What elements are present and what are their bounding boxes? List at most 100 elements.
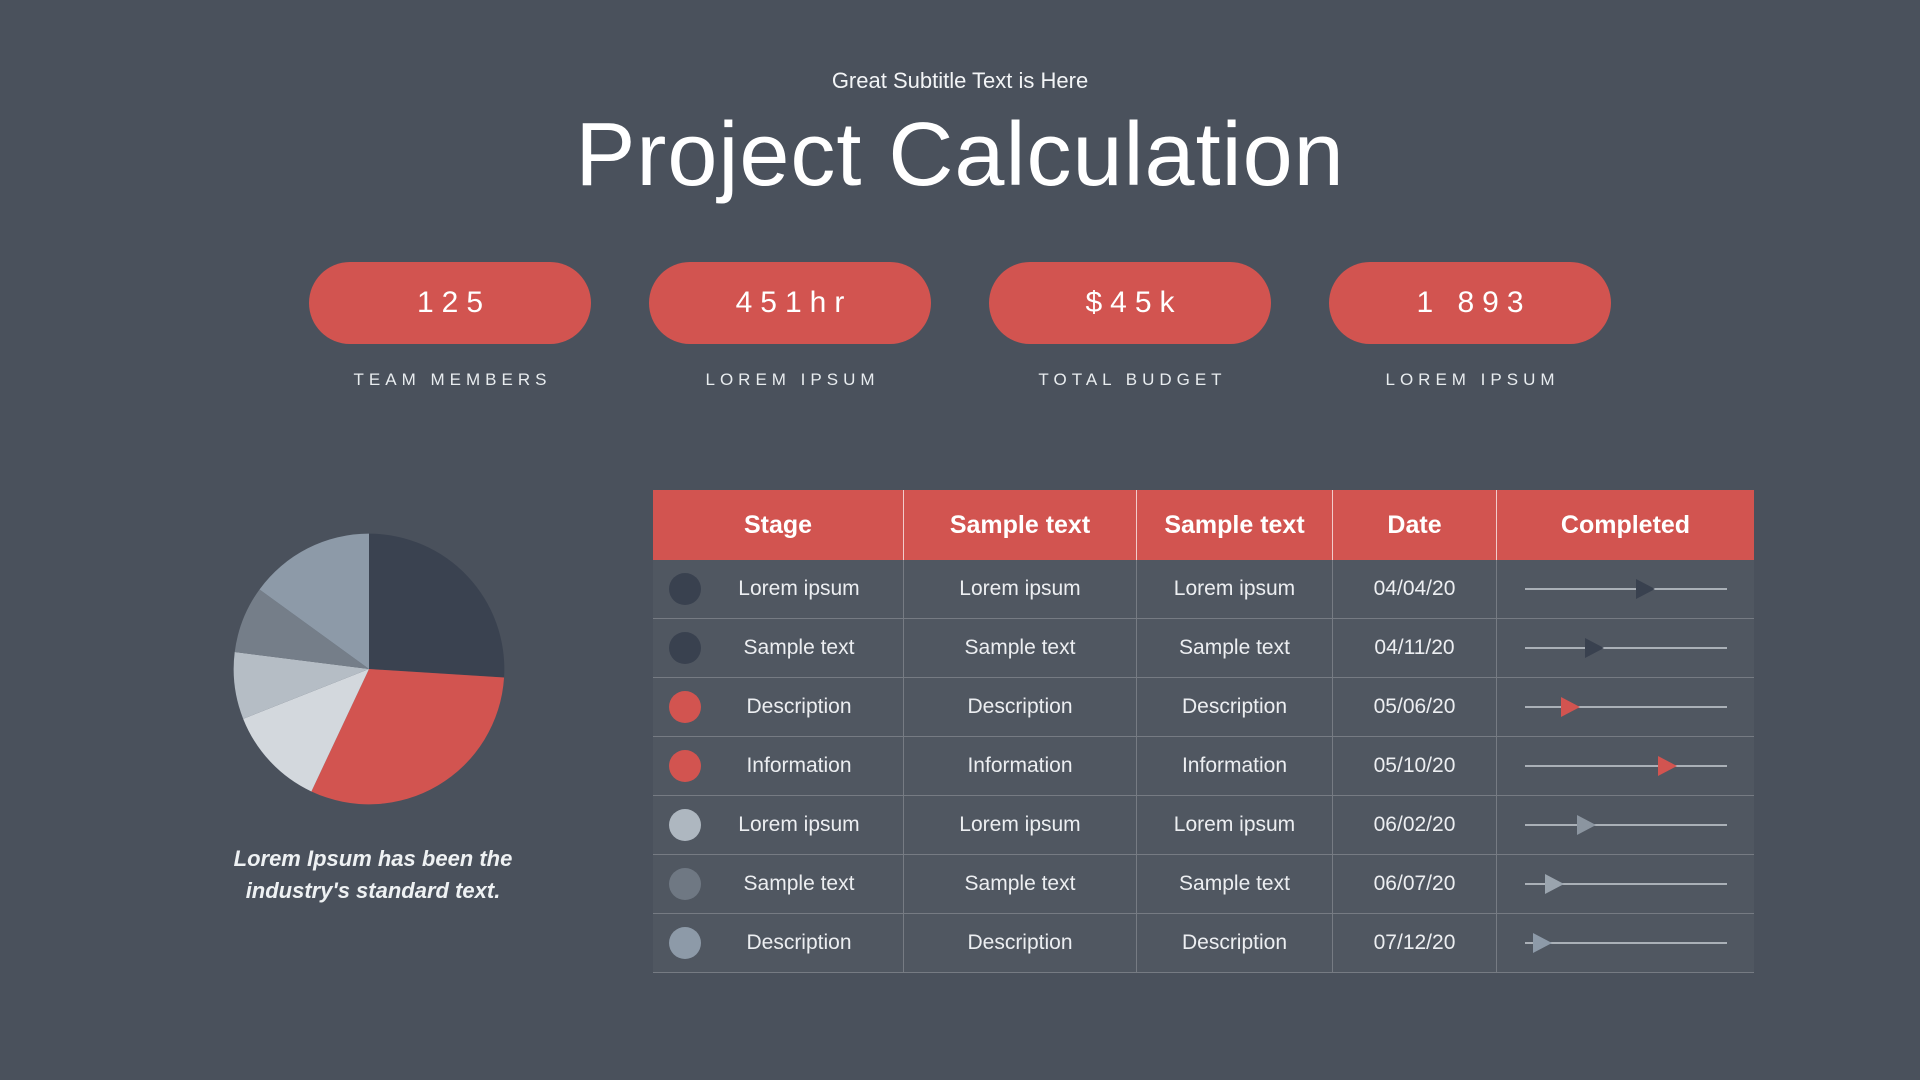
progress-indicator bbox=[1524, 696, 1727, 718]
progress-track-line bbox=[1524, 942, 1727, 944]
cell-sample-1: Sample text bbox=[903, 855, 1136, 913]
stat-pill: 1 893 bbox=[1329, 262, 1611, 344]
stat-item: 1 893 LOREM IPSUM bbox=[1329, 262, 1611, 390]
cell-sample-1: Sample text bbox=[903, 619, 1136, 677]
pie-slice-red-segment bbox=[311, 669, 505, 805]
cell-sample-1: Description bbox=[903, 678, 1136, 736]
stat-label: TOTAL BUDGET bbox=[1038, 370, 1227, 389]
progress-track-line bbox=[1524, 824, 1727, 826]
cell-sample-1: Lorem ipsum bbox=[903, 560, 1136, 618]
cell-completed bbox=[1496, 914, 1754, 972]
progress-arrow-icon bbox=[1544, 874, 1564, 894]
progress-indicator bbox=[1524, 755, 1727, 777]
cell-date: 05/06/20 bbox=[1332, 678, 1496, 736]
slide-subtitle: Great Subtitle Text is Here bbox=[831, 68, 1089, 93]
pie-slice-light-gray-segment bbox=[233, 652, 369, 719]
cell-date: 04/04/20 bbox=[1332, 560, 1496, 618]
table-body: Lorem ipsum Lorem ipsum Lorem ipsum 04/04/2… bbox=[653, 560, 1754, 973]
cell-sample-2: Description bbox=[1136, 678, 1332, 736]
cell-stage: Description bbox=[653, 678, 903, 736]
stat-item: 125 TEAM MEMBERS bbox=[309, 262, 591, 390]
stats-row: 125 TEAM MEMBERS 451hr LOREM IPSUM $45k … bbox=[0, 262, 1920, 390]
table-row: Sample text Sample text Sample text 06/07/2… bbox=[653, 855, 1754, 914]
stat-item: 451hr LOREM IPSUM bbox=[649, 262, 931, 390]
progress-arrow-icon bbox=[1657, 756, 1677, 776]
column-header-date: Date bbox=[1332, 490, 1496, 560]
column-header-sample-1: Sample text bbox=[903, 490, 1136, 560]
cell-sample-2: Sample text bbox=[1136, 855, 1332, 913]
stat-pill: 451hr bbox=[649, 262, 931, 344]
stat-label: TEAM MEMBERS bbox=[353, 370, 552, 389]
column-header-sample-2: Sample text bbox=[1136, 490, 1332, 560]
progress-arrow-icon bbox=[1532, 933, 1552, 953]
stat-pill: 125 bbox=[309, 262, 591, 344]
cell-completed bbox=[1496, 796, 1754, 854]
stat-value: 1 893 bbox=[1416, 286, 1532, 319]
stat-item: $45k TOTAL BUDGET bbox=[989, 262, 1271, 390]
pie-caption: Lorem Ipsum has been the industry's stan… bbox=[233, 846, 513, 903]
stage-dot-icon bbox=[669, 750, 701, 782]
project-table: Stage Sample text Sample text Date Compl… bbox=[653, 490, 1754, 973]
column-header-completed: Completed bbox=[1496, 490, 1754, 560]
cell-sample-1: Lorem ipsum bbox=[903, 796, 1136, 854]
stage-label: Description bbox=[746, 931, 852, 954]
pie-chart-container bbox=[224, 524, 514, 814]
stat-label: LOREM IPSUM bbox=[1385, 370, 1560, 389]
cell-completed bbox=[1496, 619, 1754, 677]
progress-track-line bbox=[1524, 706, 1727, 708]
stage-dot-icon bbox=[669, 809, 701, 841]
cell-completed bbox=[1496, 560, 1754, 618]
cell-completed bbox=[1496, 678, 1754, 736]
table-row: Description Description Description 07/12/2… bbox=[653, 914, 1754, 973]
progress-arrow-icon bbox=[1577, 815, 1597, 835]
cell-completed bbox=[1496, 855, 1754, 913]
stat-label: LOREM IPSUM bbox=[705, 370, 880, 389]
progress-arrow-icon bbox=[1635, 579, 1655, 599]
cell-stage: Sample text bbox=[653, 855, 903, 913]
stat-pill: $45k bbox=[989, 262, 1271, 344]
progress-track-line bbox=[1524, 647, 1727, 649]
cell-date: 06/07/20 bbox=[1332, 855, 1496, 913]
progress-arrow-icon bbox=[1560, 697, 1580, 717]
stage-label: Lorem ipsum bbox=[738, 577, 860, 600]
table-row: Information Information Information 05/10/2… bbox=[653, 737, 1754, 796]
stage-label: Sample text bbox=[743, 636, 855, 659]
stage-label: Description bbox=[746, 695, 852, 718]
table-header: Stage Sample text Sample text Date Compl… bbox=[653, 490, 1754, 560]
progress-track-line bbox=[1524, 588, 1727, 590]
column-header-stage: Stage bbox=[743, 510, 813, 539]
table-row: Lorem ipsum Lorem ipsum Lorem ipsum 04/04/2… bbox=[653, 560, 1754, 619]
stat-value: 451hr bbox=[735, 286, 853, 319]
stage-dot-icon bbox=[669, 868, 701, 900]
table-row: Description Description Description 05/06/2… bbox=[653, 678, 1754, 737]
table-row: Sample text Sample text Sample text 04/11/2… bbox=[653, 619, 1754, 678]
progress-indicator bbox=[1524, 873, 1727, 895]
stage-dot-icon bbox=[669, 927, 701, 959]
cell-stage: Lorem ipsum bbox=[653, 796, 903, 854]
cell-date: 04/11/20 bbox=[1332, 619, 1496, 677]
pie-slice-navy-segment bbox=[369, 533, 505, 678]
slide-title: Project Calculation bbox=[575, 105, 1345, 205]
table-row: Lorem ipsum Lorem ipsum Lorem ipsum 06/02/2… bbox=[653, 796, 1754, 855]
stage-label: Sample text bbox=[743, 872, 855, 895]
cell-stage: Lorem ipsum bbox=[653, 560, 903, 618]
pie-slice-dark-gray-segment bbox=[234, 589, 369, 669]
cell-sample-2: Sample text bbox=[1136, 619, 1332, 677]
pie-slice-pale-gray-segment bbox=[243, 669, 369, 792]
stat-value: 125 bbox=[416, 286, 492, 319]
cell-stage: Sample text bbox=[653, 619, 903, 677]
cell-stage: Information bbox=[653, 737, 903, 795]
stage-label: Lorem ipsum bbox=[738, 813, 860, 836]
cell-completed bbox=[1496, 737, 1754, 795]
cell-date: 05/10/20 bbox=[1332, 737, 1496, 795]
cell-date: 06/02/20 bbox=[1332, 796, 1496, 854]
stage-dot-icon bbox=[669, 573, 701, 605]
cell-stage: Description bbox=[653, 914, 903, 972]
stage-label: Information bbox=[746, 754, 852, 777]
progress-arrow-icon bbox=[1585, 638, 1605, 658]
cell-sample-2: Lorem ipsum bbox=[1136, 796, 1332, 854]
stage-dot-icon bbox=[669, 632, 701, 664]
cell-sample-2: Lorem ipsum bbox=[1136, 560, 1332, 618]
progress-indicator bbox=[1524, 637, 1727, 659]
